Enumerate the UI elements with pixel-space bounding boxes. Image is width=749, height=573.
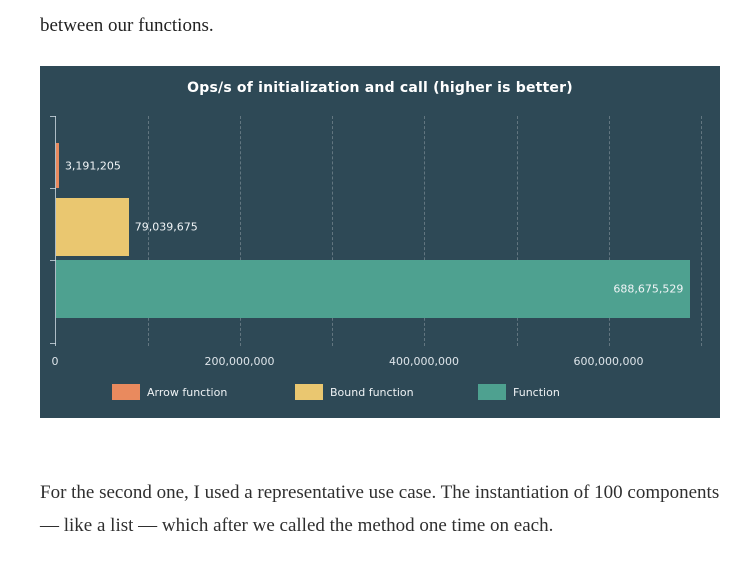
y-axis-tick xyxy=(50,260,56,261)
article-text-fragment: between our functions. xyxy=(40,15,214,36)
bar-value-label: 3,191,205 xyxy=(64,159,121,172)
x-axis: 0 200,000,000 400,000,000 600,000,000 xyxy=(51,346,710,372)
gridline xyxy=(516,116,518,346)
legend-swatch xyxy=(112,384,140,400)
gridline xyxy=(332,116,334,346)
bar-value-label: 688,675,529 xyxy=(613,282,684,296)
x-tick-label: 200,000,000 xyxy=(204,355,275,368)
bar-row-arrow-function: 3,191,205 xyxy=(56,143,710,188)
bar-bound-function xyxy=(56,198,129,256)
gridline xyxy=(240,116,242,346)
legend-swatch xyxy=(295,384,323,400)
article-paragraph: For the second one, I used a representat… xyxy=(40,482,720,536)
benchmark-bar-chart: Ops/s of initialization and call (higher… xyxy=(40,66,720,418)
plot-area: 3,191,205 79,039,675 688,675,529 xyxy=(50,116,710,346)
gridline xyxy=(424,116,426,346)
legend-label: Function xyxy=(513,385,560,399)
y-axis-tick xyxy=(50,116,56,117)
x-tick-label: 0 xyxy=(51,355,59,368)
legend-label: Bound function xyxy=(330,385,414,399)
chart-legend: Arrow function Bound function Function xyxy=(55,384,710,400)
bar-row-function: 688,675,529 xyxy=(56,260,710,318)
legend-item-arrow-function: Arrow function xyxy=(112,384,295,400)
legend-item-function: Function xyxy=(478,384,661,400)
bar-arrow-function xyxy=(56,143,59,188)
x-tick-label: 600,000,000 xyxy=(573,355,644,368)
bar-value-label: 79,039,675 xyxy=(134,220,198,234)
bar-function xyxy=(56,260,691,318)
legend-label: Arrow function xyxy=(147,385,228,399)
gridline xyxy=(700,116,702,346)
gridline xyxy=(148,116,150,346)
y-axis-tick xyxy=(50,343,56,344)
legend-swatch xyxy=(478,384,506,400)
bar-row-bound-function: 79,039,675 xyxy=(56,198,710,256)
y-axis-tick xyxy=(50,188,56,189)
gridline xyxy=(608,116,610,346)
chart-title: Ops/s of initialization and call (higher… xyxy=(187,80,573,96)
x-tick-label: 400,000,000 xyxy=(389,355,459,368)
legend-item-bound-function: Bound function xyxy=(295,384,478,400)
